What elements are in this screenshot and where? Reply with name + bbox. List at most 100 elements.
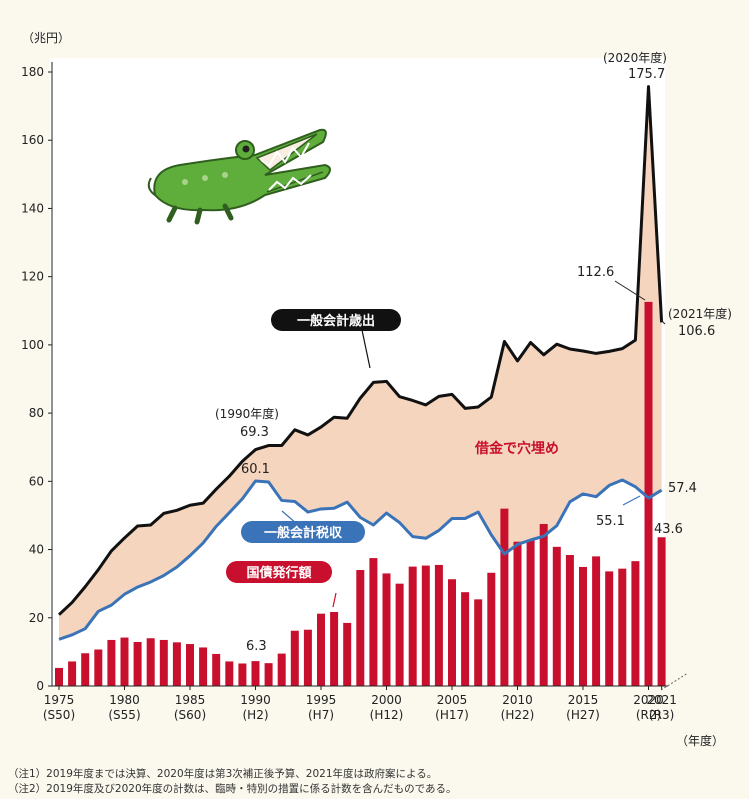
x-tick-label: 1975	[44, 693, 75, 707]
bond-bar	[330, 611, 339, 686]
bond-bar	[172, 642, 181, 686]
x-tick-era-label: (H17)	[435, 708, 469, 722]
peak-year-label: (2020年度)	[603, 50, 667, 65]
y-tick-label: 100	[21, 338, 44, 352]
bond-bar	[251, 661, 260, 686]
gap-label: 借金で穴埋め	[474, 440, 559, 457]
legend-bond: 国債発行額	[226, 561, 332, 583]
bond-bar	[277, 653, 286, 686]
y-unit-label: （兆円）	[22, 31, 70, 45]
leader-line-2020-bond	[614, 280, 646, 301]
bond-bar	[317, 613, 325, 686]
bond-bar	[474, 599, 483, 686]
bond-bar	[579, 566, 587, 686]
bond-bar	[448, 579, 456, 686]
x-tick-label: 1985	[175, 693, 206, 707]
gap-area	[59, 86, 662, 640]
x-tick-label: 2010	[502, 693, 533, 707]
bond-bar	[81, 653, 90, 686]
x-tick-era-label: (H22)	[501, 708, 535, 722]
bond-bars	[55, 301, 666, 686]
bond-1990-value-label: 6.3	[246, 639, 267, 654]
bond-bar	[55, 667, 63, 686]
bond-bar	[500, 508, 509, 686]
x-tick-era-label: (R3)	[649, 708, 674, 722]
bond-bar	[343, 622, 352, 686]
bond-bar	[303, 629, 312, 686]
leader-line-2021-spend	[660, 319, 666, 325]
legend-spend-label: 一般会計歳出	[297, 313, 375, 329]
legend-tax: 一般会計税収	[241, 521, 365, 543]
bond-bar	[107, 639, 116, 686]
bond-bar	[395, 583, 404, 686]
x-tick-label: 2015	[568, 693, 599, 707]
bond-bar	[146, 638, 155, 686]
x-tick-era-label: (H27)	[566, 708, 600, 722]
bond-bar	[238, 663, 247, 686]
tax-revenue-line	[58, 478, 663, 641]
series-lines	[57, 85, 664, 641]
bond-bar	[618, 568, 627, 686]
tax-1990-value-label: 60.1	[241, 462, 270, 477]
y-tick-label: 0	[36, 679, 44, 693]
x-tick-label: 2000	[371, 693, 402, 707]
legend-tax-label: 一般会計税収	[264, 525, 343, 541]
leader-line-tax-2020	[622, 495, 641, 506]
tax-2020-value-label: 55.1	[596, 514, 625, 529]
crocodile-illustration	[147, 128, 331, 225]
y-tick-label: 60	[29, 474, 44, 488]
gap-area-layer	[59, 86, 662, 640]
x-tick-era-label: (S60)	[174, 708, 206, 722]
end-value-label: 106.6	[678, 324, 715, 339]
bond-bar	[186, 644, 194, 686]
bond-bar	[644, 301, 653, 686]
x-tick-era-label: (H2)	[242, 708, 268, 722]
spend-1990-value-label: 69.3	[240, 425, 269, 440]
bond-bar	[526, 540, 535, 686]
bond-bar	[552, 546, 561, 686]
y-tick-label: 40	[29, 543, 44, 557]
note-1: （注1）2019年度までは決算、2020年度は第3次補正後予算、2021年度は政…	[8, 768, 438, 780]
bond-bar	[657, 537, 666, 686]
bond-bar	[68, 661, 77, 686]
x-tick-label: 2021	[646, 693, 677, 707]
bond-bar	[212, 653, 221, 686]
legend-bond-label: 国債発行額	[246, 565, 311, 581]
bond-bar	[356, 570, 365, 686]
x-tick-era-label: (H7)	[308, 708, 334, 722]
x-tick-label: 2020	[633, 693, 664, 707]
bond-bar	[159, 639, 168, 686]
x-tick-era-label: (S55)	[108, 708, 140, 722]
y-tick-label: 160	[21, 133, 44, 147]
leader-line-bond	[332, 592, 337, 608]
end-year-label: (2021年度)	[668, 306, 732, 321]
y-tick-label: 120	[21, 270, 44, 284]
bond-bar	[565, 555, 574, 686]
bond-bar	[592, 556, 601, 686]
expenditure-line	[57, 85, 664, 616]
bond-2021-value-label: 43.6	[654, 522, 683, 537]
y-tick-label: 20	[29, 611, 44, 625]
x-tick-label: 1990	[240, 693, 271, 707]
bond-bar	[408, 566, 417, 686]
x-tick-era-label: (H12)	[370, 708, 404, 722]
bond-bar	[290, 630, 299, 686]
x-tick-era-label: (R2)	[636, 708, 661, 722]
leader-line-spend	[361, 329, 371, 369]
note-2: （注2）2019年度及び2020年度の計数は、臨時・特別の措置に係る計数を含んだ…	[8, 783, 457, 795]
y-tick-label: 80	[29, 406, 44, 420]
tax-2021-value-label: 57.4	[668, 481, 697, 496]
bond-bar	[120, 637, 129, 686]
x-tick-era-label: (S50)	[43, 708, 75, 722]
x-tick-label: 1995	[306, 693, 337, 707]
bond-bar	[631, 561, 640, 686]
bond-bar	[487, 572, 496, 686]
legend-spend: 一般会計歳出	[271, 309, 401, 331]
bond-bar	[225, 661, 234, 686]
bond-bar	[539, 523, 548, 686]
y-tick-label: 140	[21, 201, 44, 215]
peak-value-label: 175.7	[628, 67, 665, 82]
bond-bar	[264, 663, 273, 686]
